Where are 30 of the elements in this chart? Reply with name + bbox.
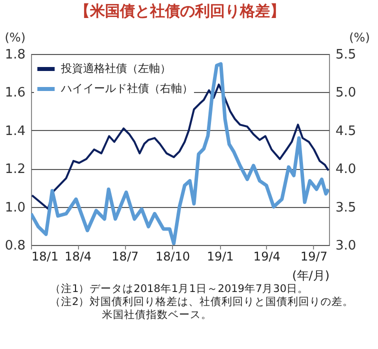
y-tick-label: 1.8 (4, 48, 26, 62)
y-tick-label: 0.8 (4, 238, 26, 254)
y2-tick-label: 5.5 (336, 48, 356, 62)
y2-axis-title: (%) (349, 30, 370, 44)
y-tick-label: 1.4 (4, 124, 26, 139)
legend-label: 投資適格社債（左軸） (60, 62, 171, 75)
x-tick-label: 18/4 (64, 250, 92, 264)
y-tick-label: 1.0 (4, 200, 26, 216)
x-tick-label: 19/7 (300, 250, 328, 264)
y2-tick-label: 4.5 (336, 124, 356, 139)
text: 米国社債指数ベース。 (101, 309, 213, 322)
y2-tick-label: 3.0 (336, 238, 356, 254)
x-tick-label: 18/10 (155, 250, 190, 264)
text: （注2）対国債利回り格差は、社債利回りと国債利回りの差。 (50, 296, 355, 309)
x-tick-label: 19/1 (206, 250, 234, 264)
x-axis-title: (年/月) (292, 268, 330, 282)
y-tick-label: 1.2 (4, 162, 26, 178)
chart-title: 【米国債と社債の利回り格差】 (75, 2, 285, 20)
x-tick-label: 18/1 (32, 250, 58, 264)
x-tick-label: 19/4 (253, 250, 280, 264)
text: （注1）データは2018年1月1日～2019年7月30日。 (50, 283, 310, 296)
line-series (31, 84, 329, 210)
x-tick-label: 18/7 (112, 250, 139, 264)
y2-tick-label: 3.5 (336, 200, 356, 216)
line-series (31, 62, 329, 245)
y-axis-title: (%) (4, 30, 26, 44)
legend-label: ハイイールド社債（右軸） (60, 82, 193, 95)
y2-tick-label: 5.0 (336, 86, 356, 101)
y-tick-label: 1.6 (4, 86, 26, 101)
y2-tick-label: 4.0 (336, 162, 356, 178)
